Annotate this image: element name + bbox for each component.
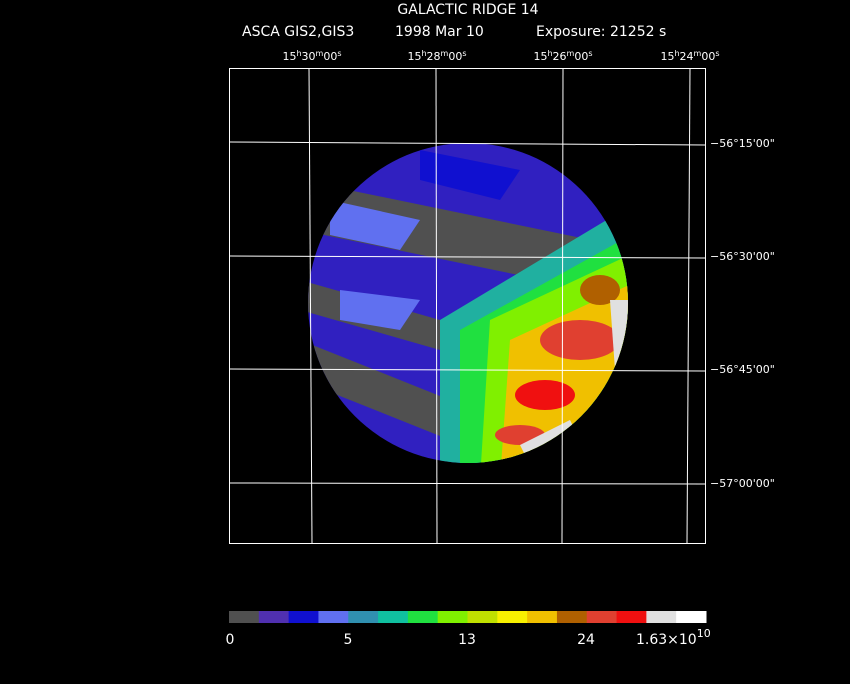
ra-unit: s bbox=[588, 49, 592, 58]
ra-value: 15 bbox=[660, 50, 674, 63]
ra-value: 28 bbox=[427, 50, 441, 63]
ra-value: 24 bbox=[680, 50, 694, 63]
ra-value: 00 bbox=[574, 50, 588, 63]
ra-value: 15 bbox=[407, 50, 421, 63]
colorbar-segment bbox=[229, 611, 260, 623]
colorbar-label: 5 bbox=[344, 632, 353, 648]
ra-value: 30 bbox=[302, 50, 316, 63]
colorbar-segment bbox=[527, 611, 558, 623]
ra-unit: m bbox=[316, 49, 324, 58]
colorbar-segment bbox=[378, 611, 409, 623]
colorbar-segment bbox=[646, 611, 677, 623]
title: GALACTIC RIDGE 14 bbox=[397, 2, 538, 18]
xray-image bbox=[308, 143, 628, 463]
ra-unit: s bbox=[715, 49, 719, 58]
colorbar-label: 24 bbox=[577, 632, 595, 648]
dec-label: −56°30'00" bbox=[710, 250, 775, 263]
colorbar: 0 5 13 24 1.63×1010 bbox=[226, 611, 711, 648]
exponent: 10 bbox=[697, 627, 711, 640]
ra-value: 00 bbox=[323, 50, 337, 63]
ra-label: 15h26m00s bbox=[533, 49, 592, 63]
dec-label: −57°00'00" bbox=[710, 477, 775, 490]
dec-axis: −56°15'00" −56°30'00" −56°45'00" −57°00'00" bbox=[710, 137, 775, 490]
ra-unit: s bbox=[462, 49, 466, 58]
ra-label: 15h28m00s bbox=[407, 49, 466, 63]
colorbar-max-label: 1.63×1010 bbox=[636, 627, 711, 648]
ra-unit: m bbox=[694, 49, 702, 58]
ra-label: 15h30m00s bbox=[282, 49, 341, 63]
ra-unit: s bbox=[337, 49, 341, 58]
ra-unit: h bbox=[674, 49, 679, 58]
colorbar-segment bbox=[497, 611, 528, 623]
ra-unit: h bbox=[296, 49, 301, 58]
ra-value: 00 bbox=[701, 50, 715, 63]
ra-unit: m bbox=[441, 49, 449, 58]
colorbar-segment bbox=[467, 611, 498, 623]
ra-value: 15 bbox=[533, 50, 547, 63]
colorbar-segment bbox=[616, 611, 647, 623]
ra-unit: m bbox=[567, 49, 575, 58]
colorbar-segment bbox=[437, 611, 468, 623]
date: 1998 Mar 10 bbox=[395, 24, 484, 40]
colorbar-segment bbox=[556, 611, 588, 623]
ra-label: 15h24m00s bbox=[660, 49, 719, 63]
colorbar-segment bbox=[348, 611, 379, 623]
ra-value: 15 bbox=[282, 50, 296, 63]
colorbar-segment bbox=[407, 611, 439, 623]
ra-value: 00 bbox=[448, 50, 462, 63]
ra-value: 26 bbox=[553, 50, 567, 63]
colorbar-segment bbox=[318, 611, 349, 623]
colorbar-segment bbox=[288, 611, 319, 623]
coordinate-grid bbox=[228, 67, 706, 544]
colorbar-label: 0 bbox=[226, 632, 235, 648]
ra-unit: h bbox=[421, 49, 426, 58]
ra-axis: 15h30m00s 15h28m00s 15h26m00s 15h24m00s bbox=[282, 49, 719, 63]
instrument: ASCA GIS2,GIS3 bbox=[242, 24, 354, 40]
ra-unit: h bbox=[547, 49, 552, 58]
colorbar-segment bbox=[586, 611, 618, 623]
colorbar-label: 13 bbox=[458, 632, 476, 648]
colorbar-segment bbox=[676, 611, 707, 623]
exposure: Exposure: 21252 s bbox=[536, 24, 666, 40]
dec-label: −56°45'00" bbox=[710, 363, 775, 376]
colorbar-segment bbox=[258, 611, 290, 623]
dec-label: −56°15'00" bbox=[710, 137, 775, 150]
mantissa: 1.63×10 bbox=[636, 632, 697, 648]
